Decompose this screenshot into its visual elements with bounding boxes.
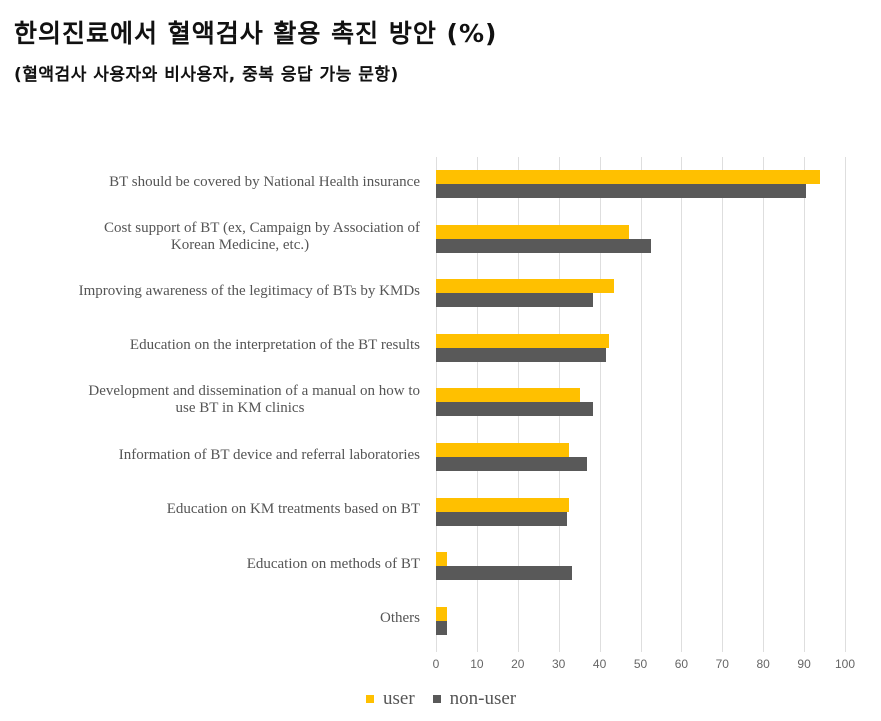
gridline: [640, 157, 642, 652]
plot-area: [436, 157, 846, 652]
gridline: [763, 157, 765, 652]
x-tick-label: 0: [432, 657, 440, 671]
bar-user: [436, 279, 614, 294]
category-label: BT should be covered by National Health …: [109, 173, 420, 190]
legend-item-non-user: non-user: [432, 688, 517, 710]
legend-label-non-user: non-user: [449, 688, 517, 709]
gridline: [599, 157, 601, 652]
x-tick-label: 80: [756, 657, 770, 671]
bar-user: [436, 333, 610, 348]
bar-user: [436, 443, 569, 457]
legend-swatch-user: [366, 695, 374, 703]
bar-non-user: [436, 511, 567, 526]
bar-user: [436, 224, 630, 239]
gridline: [804, 157, 806, 652]
category-label: Development and dissemination of a manua…: [88, 383, 420, 417]
chart-title: 한의진료에서 혈액검사 활용 촉진 방안 (%): [14, 19, 498, 48]
bar-non-user: [436, 293, 593, 308]
x-tick-label: 90: [797, 657, 811, 671]
bar-non-user: [436, 347, 606, 362]
x-tick-label: 100: [834, 657, 856, 671]
bar-user: [436, 606, 448, 621]
gridline: [845, 157, 846, 652]
category-label: Education on methods of BT: [246, 555, 420, 572]
bar-user: [436, 552, 448, 567]
legend-item-user: user: [366, 688, 415, 710]
category-label: Education on KM treatments based on BT: [166, 501, 420, 518]
x-tick-label: 40: [592, 657, 607, 671]
bar-non-user: [436, 620, 448, 635]
legend: user non-user: [366, 688, 534, 710]
gridline: [681, 157, 683, 652]
category-label: Others: [380, 610, 420, 627]
category-label: Cost support of BT (ex, Campaign by Asso…: [104, 219, 420, 253]
x-tick-label: 70: [715, 657, 729, 671]
x-tick-label: 50: [633, 657, 648, 671]
bar-user: [436, 497, 569, 512]
bar-non-user: [436, 184, 806, 198]
gridline: [722, 157, 724, 652]
bar-user: [436, 170, 821, 184]
bar-user: [436, 388, 580, 403]
x-tick-label: 60: [674, 657, 689, 671]
x-tick-label: 30: [552, 657, 566, 671]
bar-non-user: [436, 238, 652, 253]
chart-subtitle: (혈액검사 사용자와 비사용자, 중복 응답 가능 문항): [14, 65, 399, 85]
category-label: Education on the interpretation of the B…: [129, 337, 420, 354]
legend-swatch-non-user: [432, 695, 441, 703]
x-tick-label: 10: [470, 657, 484, 671]
category-label: Information of BT device and referral la…: [118, 446, 420, 463]
bar-non-user: [436, 457, 587, 471]
category-label: Improving awareness of the legitimacy of…: [78, 282, 420, 299]
legend-label-user: user: [383, 688, 415, 709]
bar-non-user: [436, 402, 593, 417]
x-tick-label: 20: [511, 657, 525, 671]
bar-non-user: [436, 566, 573, 581]
